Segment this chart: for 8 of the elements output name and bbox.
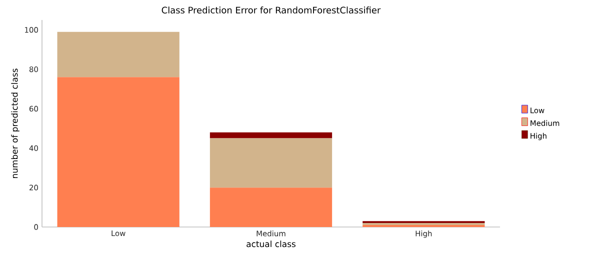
- bar: [210, 138, 332, 188]
- bar: [57, 32, 180, 78]
- y-axis-title: number of predicted class: [11, 68, 20, 178]
- bar: [57, 77, 180, 227]
- x-axis-title: actual class: [246, 240, 296, 248]
- bar: [210, 132, 332, 138]
- chart-title: Class Prediction Error for RandomForestClassifier: [162, 6, 381, 14]
- bar: [210, 188, 332, 227]
